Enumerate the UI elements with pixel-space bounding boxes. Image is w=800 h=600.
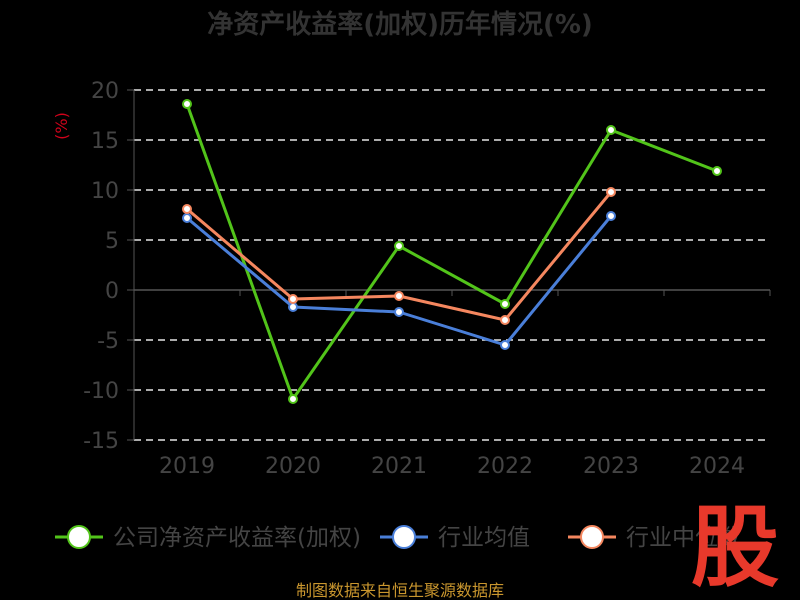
data-point [606,125,616,135]
y-tick-label: -5 [97,329,119,354]
y-tick-label: 0 [105,279,119,304]
data-point [606,187,616,197]
brand-logo: 股 [691,496,779,599]
data-point [500,315,510,325]
y-tick-label: 20 [91,79,119,104]
series-lines [182,99,722,404]
x-tick-label: 2021 [371,454,427,479]
series-line-0 [185,103,718,401]
data-point [288,302,298,312]
x-axis: 2019 2020 2021 2022 2023 2024 [133,290,771,479]
x-tick-label: 2019 [159,454,215,479]
x-tick-label: 2023 [583,454,639,479]
data-point [182,99,192,109]
legend-marker [67,525,91,549]
data-point [394,291,404,301]
data-point [500,340,510,350]
data-point [288,394,298,404]
x-tick-label: 2020 [265,454,321,479]
chart-title: 净资产收益率(加权)历年情况(%) [207,9,593,40]
x-tick-label: 2022 [477,454,533,479]
data-point [394,307,404,317]
legend-label: 行业均值 [438,525,530,551]
legend: 公司净资产收益率(加权) 行业均值 行业中位数 [55,525,741,551]
data-point [288,294,298,304]
y-tick-label: -10 [83,379,119,404]
legend-marker [580,525,604,549]
y-axis-label: (%) [52,112,71,140]
data-point [182,213,192,223]
y-tick-label: 10 [91,179,119,204]
data-point [394,241,404,251]
y-tick-label: -15 [83,429,119,454]
legend-label: 行业中位数 [626,525,741,551]
x-tick-label: 2024 [689,454,745,479]
y-tick-label: 15 [91,129,119,154]
legend-marker [392,525,416,549]
data-point [182,204,192,214]
y-tick-label: 5 [105,229,119,254]
data-point [500,299,510,309]
y-tick-labels: 20 15 10 5 0 -5 -10 -15 [83,79,134,454]
data-point [606,211,616,221]
data-point [712,166,722,176]
source-note: 制图数据来自恒生聚源数据库 [296,581,504,600]
legend-label: 公司净资产收益率(加权) [113,525,361,551]
grid-lines [133,89,770,441]
